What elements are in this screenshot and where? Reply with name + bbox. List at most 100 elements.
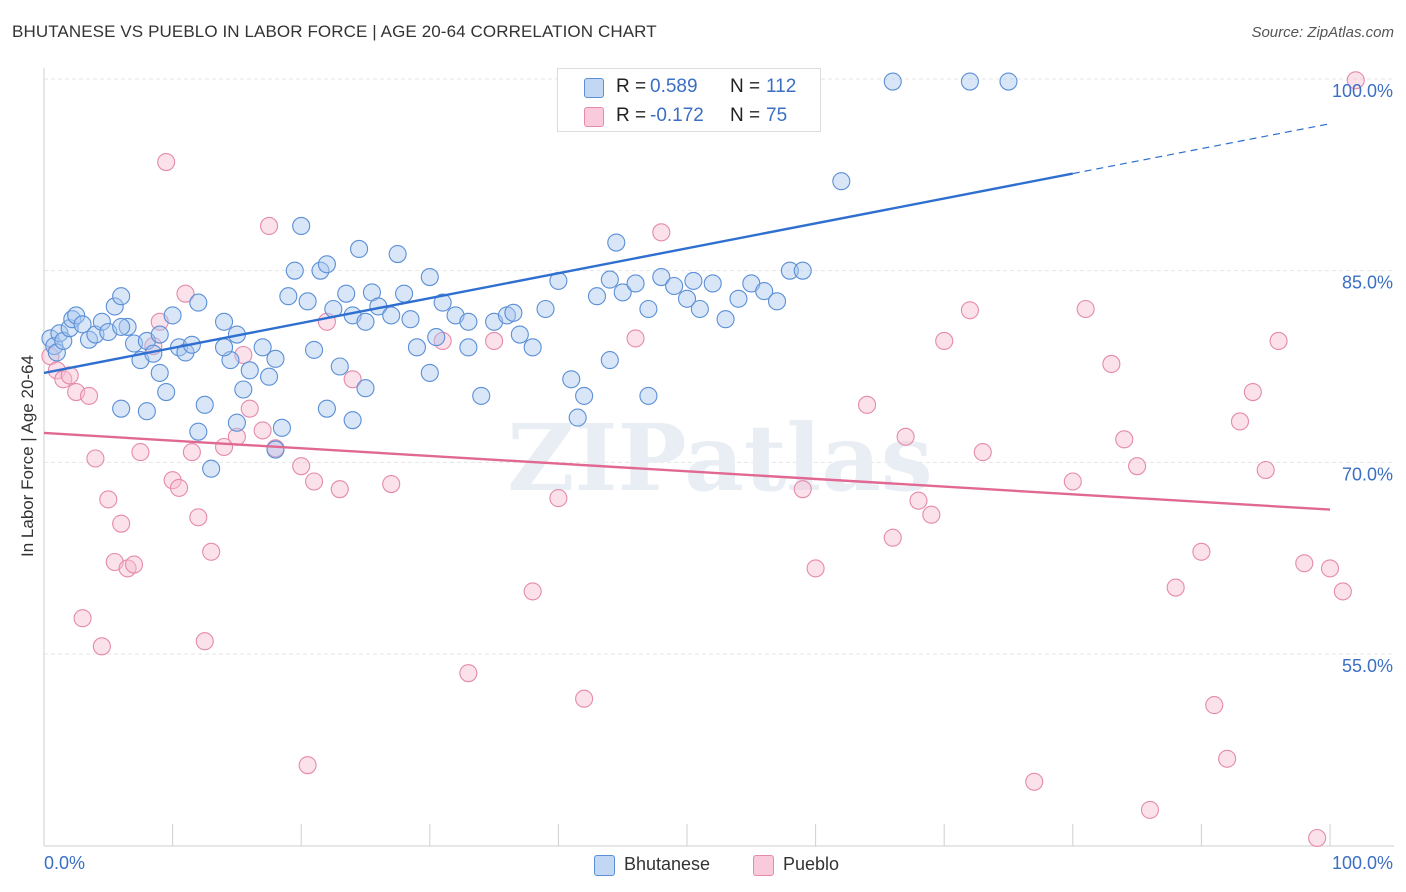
n-label: N = [730, 76, 761, 97]
pueblo-point [343, 370, 362, 389]
bhutanese-point [137, 402, 156, 421]
pueblo-point [1230, 412, 1250, 431]
r-label: R = [616, 76, 647, 97]
stats-row-bhutanese: R = 0.589 N = 112 [558, 72, 820, 102]
bhutanese-point [459, 312, 478, 331]
bhutanese-point [112, 317, 131, 336]
pueblo-point [1243, 383, 1262, 402]
pueblo-point [157, 153, 176, 172]
pueblo-point [131, 443, 150, 462]
bhutanese-point [832, 172, 851, 191]
bhutanese-point [272, 418, 291, 437]
bhutanese-point [607, 233, 626, 252]
bhutanese-trend-line [43, 172, 1074, 375]
pueblo-legend-swatch [753, 855, 774, 876]
bhutanese-point [504, 303, 523, 322]
bhutanese-point [684, 271, 703, 290]
bhutanese-point [234, 380, 253, 399]
pueblo-point [523, 582, 542, 601]
bhutanese-point [472, 386, 491, 405]
bhutanese-point [195, 395, 214, 414]
pueblo-point [1192, 542, 1211, 561]
bhutanese-point [767, 292, 787, 311]
pueblo-point [382, 475, 401, 494]
pueblo-point [1076, 299, 1095, 319]
bhutanese-point [639, 386, 658, 405]
bhutanese-point [575, 386, 594, 405]
pueblo-point [459, 664, 478, 683]
pueblo-point [485, 331, 504, 350]
r-value: -0.172 [650, 105, 704, 126]
bhutanese-point [317, 255, 336, 274]
pueblo-point [922, 505, 941, 524]
bhutanese-point [729, 289, 748, 308]
bhutanese-point [311, 261, 330, 280]
bhutanese-point [189, 422, 208, 441]
tick-labels: 55.0% 70.0% 85.0% 100.0% 0.0% 100.0% [44, 81, 1393, 873]
pueblo-trend-line [43, 431, 1331, 511]
pueblo-point [305, 472, 324, 491]
bhutanese-point [407, 338, 426, 357]
pueblo-point [292, 457, 311, 476]
pueblo-point [1269, 331, 1288, 350]
bhutanese-point [343, 411, 362, 430]
bhutanese-point [388, 245, 407, 264]
bhutanese-point [163, 306, 182, 325]
bhutanese-point [176, 343, 195, 362]
bhutanese-point [356, 312, 375, 331]
bhutanese-point [266, 349, 285, 368]
bhutanese-point [600, 270, 619, 289]
bhutanese-point [67, 306, 86, 325]
n-value: 112 [766, 76, 797, 97]
bhutanese-point [150, 325, 169, 344]
pueblo-point [73, 609, 92, 628]
bhutanese-point [626, 274, 645, 293]
y-tick-label: 55.0% [1342, 656, 1393, 676]
source-label: Source: ZipAtlas.com [1251, 24, 1394, 41]
pueblo-point [92, 637, 111, 656]
bhutanese-point [652, 268, 671, 287]
bhutanese-point [47, 343, 66, 362]
n-value: 75 [766, 105, 788, 126]
pueblo-point [163, 471, 182, 490]
pueblo-point [960, 301, 979, 320]
pueblo-point [1218, 749, 1237, 768]
bhutanese-point [279, 287, 298, 306]
pueblo-point [935, 331, 954, 350]
bhutanese-point [568, 408, 587, 427]
bhutanese-point [214, 312, 234, 331]
bhutanese-point [677, 289, 697, 308]
bhutanese-point [305, 340, 324, 359]
bhutanese-legend-swatch [594, 855, 615, 876]
stats-legend: R = 0.589 N = 112 R = -0.172 N = 75 [557, 68, 821, 132]
pueblo-point [1102, 354, 1121, 373]
y-tick-label: 100.0% [1332, 81, 1393, 101]
pueblo-point [176, 284, 195, 303]
pueblo-point [298, 756, 317, 775]
pueblo-point [182, 443, 201, 462]
bhutanese-point [420, 268, 439, 287]
bhutanese-point [999, 72, 1018, 91]
x-tick-label: 0.0% [44, 853, 85, 873]
bhutanese-point [337, 284, 356, 303]
pueblo-point [1063, 472, 1082, 491]
pueblo-point [626, 329, 645, 348]
bhutanese-point [690, 299, 709, 319]
pueblo-point [86, 449, 105, 468]
bhutanese-point [202, 459, 221, 478]
pueblo-point [124, 555, 144, 574]
axes [43, 68, 1394, 847]
bhutanese-point [317, 399, 336, 418]
bhutanese-point [292, 216, 311, 235]
bhutanese-point [780, 261, 799, 280]
bhutanese-point [240, 361, 259, 380]
pueblo-point [575, 689, 594, 708]
pueblo-point [259, 216, 279, 235]
pueblo-point [973, 443, 992, 462]
pueblo-point [169, 478, 189, 497]
bhutanese-point [259, 367, 279, 386]
pueblo-point [240, 399, 259, 418]
stats-row-pueblo: R = -0.172 N = 75 [558, 101, 820, 131]
bhutanese-point [112, 287, 131, 306]
